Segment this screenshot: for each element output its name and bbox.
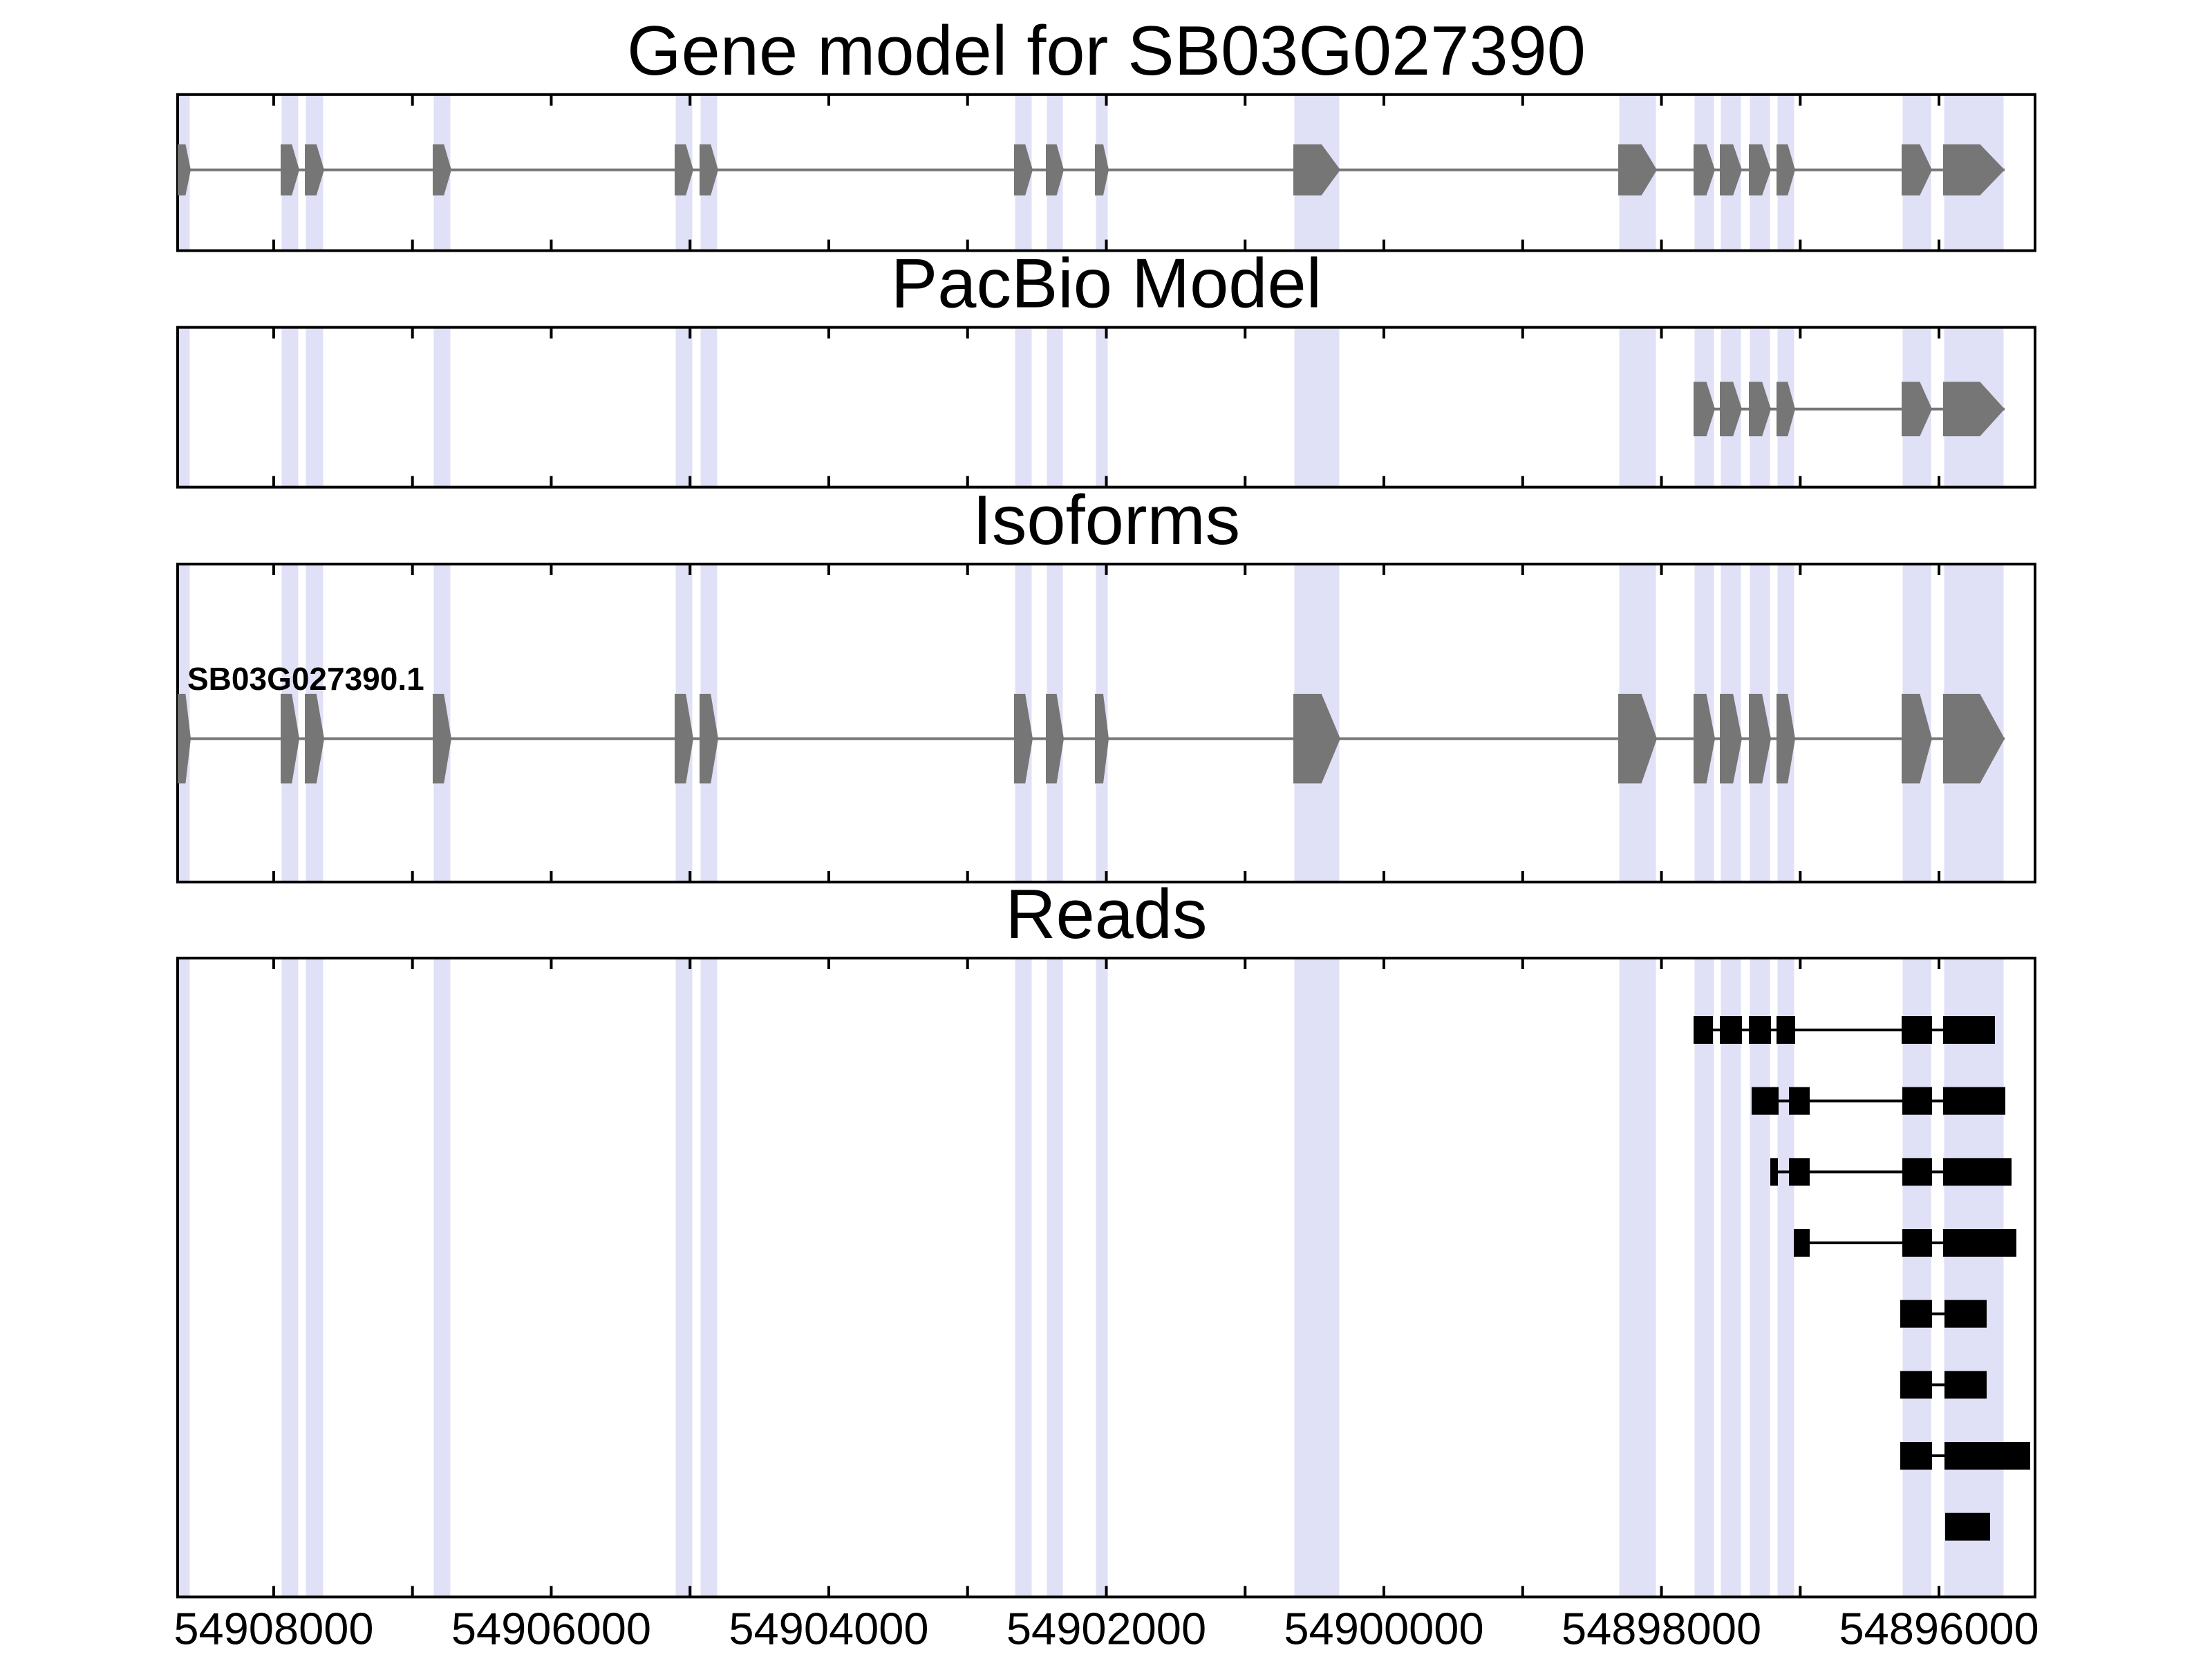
svg-text:Gene model for SB03G027390: Gene model for SB03G027390 <box>627 12 1586 90</box>
svg-text:54902000: 54902000 <box>1006 1603 1206 1653</box>
svg-text:SB03G027390.1: SB03G027390.1 <box>187 661 424 697</box>
svg-text:54898000: 54898000 <box>1562 1603 1761 1653</box>
svg-text:PacBio Model: PacBio Model <box>891 245 1322 323</box>
svg-text:54908000: 54908000 <box>174 1603 373 1653</box>
svg-text:Isoforms: Isoforms <box>973 482 1240 559</box>
svg-text:54900000: 54900000 <box>1284 1603 1483 1653</box>
svg-text:54904000: 54904000 <box>729 1603 928 1653</box>
svg-text:Reads: Reads <box>1006 876 1208 953</box>
svg-text:54896000: 54896000 <box>1839 1603 2038 1653</box>
svg-text:54906000: 54906000 <box>451 1603 651 1653</box>
